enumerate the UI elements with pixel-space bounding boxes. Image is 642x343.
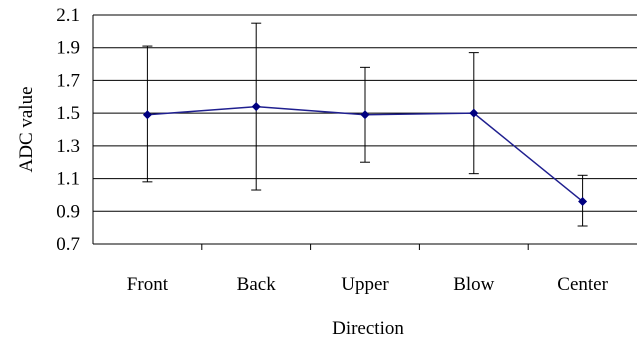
error-bars <box>142 22 588 227</box>
data-point-back <box>251 102 261 112</box>
x-category-label-center: Center <box>557 274 608 295</box>
x-category-label-front: Front <box>127 274 169 295</box>
data-points <box>142 102 588 206</box>
x-axis-title: Direction <box>332 318 404 339</box>
y-tick-label-1.3: 1.3 <box>56 136 80 157</box>
x-category-label-back: Back <box>237 274 277 295</box>
y-tick-label-2.1: 2.1 <box>56 5 80 26</box>
y-tick-label-1.1: 1.1 <box>56 169 80 190</box>
data-point-blow <box>469 108 479 118</box>
y-tick-label-1.5: 1.5 <box>56 103 80 124</box>
y-tick-label-0.7: 0.7 <box>56 234 80 255</box>
y-tick-label-0.9: 0.9 <box>56 201 80 222</box>
y-tick-label-1.9: 1.9 <box>56 38 80 59</box>
data-point-upper <box>360 110 370 120</box>
x-tick-marks <box>201 244 529 250</box>
data-point-center <box>578 196 588 206</box>
x-category-labels: Front Back Upper Blow Center <box>127 274 609 295</box>
axes <box>92 15 637 245</box>
y-tick-labels: 0.7 0.9 1.1 1.3 1.5 1.7 1.9 2.1 <box>56 5 80 255</box>
y-axis-title: ADC value <box>16 86 37 172</box>
data-point-front <box>142 110 152 120</box>
y-tick-label-1.7: 1.7 <box>56 70 80 91</box>
x-category-label-upper: Upper <box>341 274 389 295</box>
x-category-label-blow: Blow <box>453 274 494 295</box>
